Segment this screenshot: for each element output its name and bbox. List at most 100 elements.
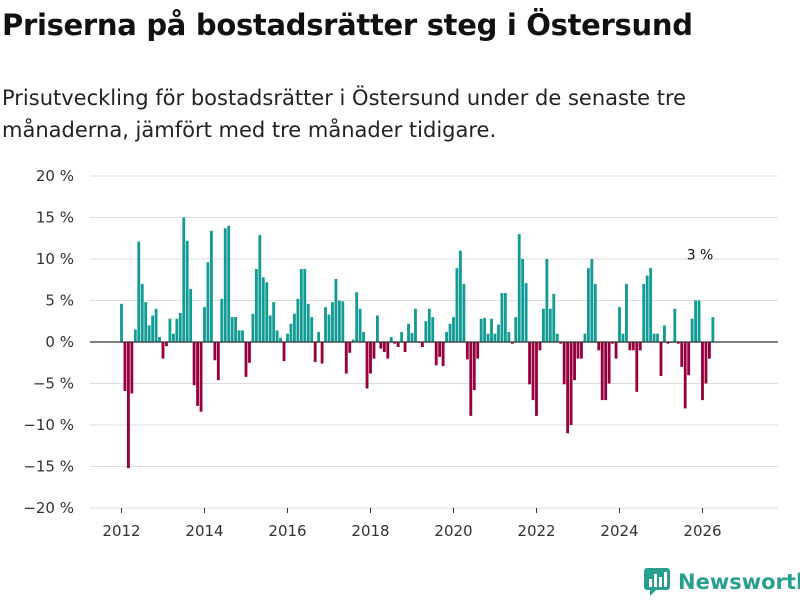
last-value-annotation: 3 % (687, 248, 714, 264)
bar (448, 323, 452, 342)
bar (538, 342, 542, 351)
bar (604, 342, 608, 401)
bar (275, 330, 279, 342)
bar (514, 317, 518, 342)
bar (420, 342, 424, 347)
y-tick-label: 5 % (45, 292, 74, 310)
bar (327, 314, 331, 342)
bar (521, 259, 525, 342)
bar (586, 268, 590, 342)
x-tick-label: 2014 (185, 522, 223, 540)
bar (476, 342, 480, 359)
bar (126, 342, 130, 469)
y-tick-label: 20 % (36, 167, 74, 185)
bar (486, 333, 490, 342)
x-tick-label: 2022 (517, 522, 555, 540)
bar (503, 293, 507, 342)
bar (258, 234, 262, 342)
bar (545, 259, 549, 342)
bar (123, 342, 127, 391)
bar (244, 342, 248, 377)
bar (465, 342, 469, 360)
bar (548, 308, 552, 342)
bar (237, 330, 241, 342)
bar (621, 333, 625, 342)
x-tick-label: 2012 (102, 522, 140, 540)
bar (265, 282, 269, 342)
bar (227, 225, 231, 342)
bar (452, 317, 455, 342)
x-axis-labels: 2012 2014 2016 2018 2020 2022 2024 2026 (102, 522, 721, 540)
bar (414, 308, 417, 342)
bar (310, 317, 314, 342)
bar (649, 268, 653, 342)
bar (375, 315, 379, 342)
bar (607, 342, 611, 384)
bar (168, 318, 172, 342)
bar (559, 342, 563, 344)
y-tick-label: −5 % (33, 375, 74, 393)
grid-lines (90, 175, 778, 509)
bar (583, 333, 587, 342)
bar (666, 342, 670, 344)
x-tick-label: 2024 (600, 522, 638, 540)
bar (707, 342, 711, 359)
bar (614, 342, 618, 359)
bar (462, 283, 466, 342)
bar (434, 342, 438, 366)
newsworthy-brand: Newsworthy (644, 566, 800, 598)
bar (618, 307, 621, 342)
bar (299, 268, 303, 342)
bar (147, 325, 151, 342)
bar (337, 300, 341, 342)
x-tick-label: 2026 (683, 522, 721, 540)
bar (289, 323, 293, 342)
bar (317, 332, 321, 342)
bar (396, 342, 400, 347)
bar (680, 342, 684, 367)
bar (645, 275, 649, 342)
bar (306, 303, 310, 342)
bar (507, 332, 511, 342)
y-tick-label: 0 % (45, 333, 74, 351)
bar (555, 333, 559, 342)
bar (261, 277, 265, 342)
y-tick-label: −15 % (23, 458, 74, 476)
bar (590, 259, 594, 342)
bar (120, 303, 123, 342)
bar (365, 342, 369, 389)
bar (673, 308, 677, 342)
bar (635, 342, 639, 392)
bar (531, 342, 535, 401)
bar (158, 337, 161, 342)
bar (638, 342, 642, 351)
bar (652, 333, 656, 342)
x-tick-label: 2018 (351, 522, 389, 540)
bar (203, 307, 206, 342)
bar (541, 308, 545, 342)
bar (213, 342, 217, 361)
bar (441, 342, 445, 367)
bar (331, 302, 334, 342)
brand-name: Newsworthy (678, 570, 800, 594)
bar (230, 317, 234, 342)
bar (656, 333, 659, 342)
bar (199, 342, 203, 412)
bar (528, 342, 532, 385)
bar (182, 217, 186, 342)
y-axis-labels: −20 % −15 % −10 % −5 % 0 % 5 % 10 % 15 % 20 % (23, 167, 74, 517)
newsworthy-logo-icon (644, 568, 670, 596)
bar (631, 342, 635, 351)
bar (611, 342, 615, 344)
bar (562, 342, 566, 385)
bar (701, 342, 704, 401)
bar (282, 342, 286, 362)
bar (624, 283, 628, 342)
bar (379, 342, 383, 349)
bar (517, 234, 521, 342)
bar (535, 342, 538, 416)
bar (351, 339, 355, 342)
bar (569, 342, 573, 425)
bar (292, 313, 296, 342)
bar (382, 342, 386, 352)
